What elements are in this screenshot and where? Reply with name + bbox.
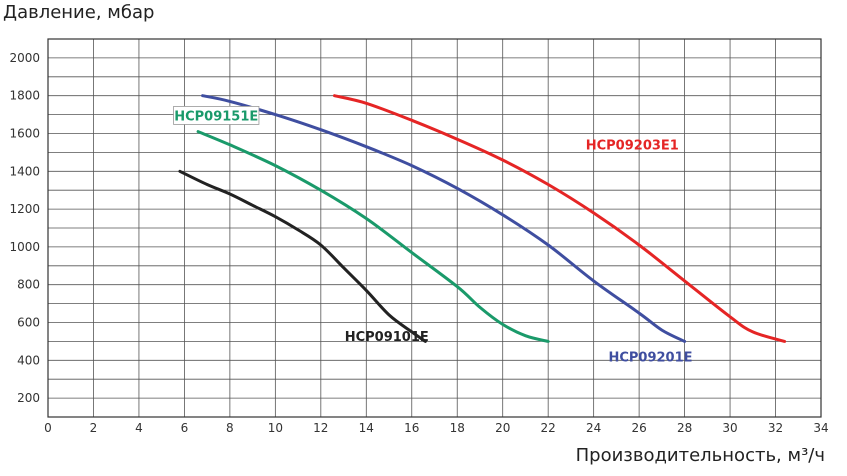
x-tick-label: 18 [450,421,465,435]
y-tick-label: 400 [17,353,40,367]
series-line-hcp09101e [178,169,427,343]
x-tick-label: 26 [631,421,646,435]
x-tick-label: 10 [268,421,283,435]
plot-frame [47,38,822,418]
x-tick-label: 16 [404,421,419,435]
series-label-hcp09201e: HCP09201E [608,350,692,365]
x-tick-label: 28 [677,421,692,435]
x-tick-label: 34 [813,421,828,435]
series-line-hcp09201e [201,94,687,343]
y-tick-label: 1200 [9,202,40,216]
label-box-hcp09151e [173,106,260,125]
x-tick-label: 0 [44,421,52,435]
y-tick-label: 1000 [9,240,40,254]
y-tick-label: 1600 [9,127,40,141]
series-label-hcp09203e1: HCP09203E1 [586,139,679,154]
series-label-hcp09101e: HCP09101E [345,330,429,345]
x-tick-label: 20 [495,421,510,435]
y-tick-label: 1800 [9,89,40,103]
x-tick-label: 6 [181,421,189,435]
y-tick-label: 2000 [9,51,40,65]
x-axis-label: Производительность, м³/ч [575,445,825,466]
x-tick-label: 2 [90,421,98,435]
y-tick-label: 800 [17,278,40,292]
x-tick-label: 22 [541,421,556,435]
y-tick-label: 1400 [9,164,40,178]
y-tick-label: 600 [17,316,40,330]
series-line-hcp09203e1 [333,94,787,343]
x-tick-label: 30 [722,421,737,435]
x-tick-label: 24 [586,421,601,435]
series-label-hcp09151e: HCP09151E [174,109,258,124]
y-axis-label: Давление, мбар [3,2,155,23]
x-tick-label: 14 [359,421,374,435]
x-tick-label: 4 [135,421,143,435]
y-tick-label: 200 [17,391,40,405]
series-line-hcp09151e [196,130,550,343]
x-tick-label: 12 [313,421,328,435]
x-tick-label: 8 [226,421,234,435]
x-tick-label: 32 [768,421,783,435]
